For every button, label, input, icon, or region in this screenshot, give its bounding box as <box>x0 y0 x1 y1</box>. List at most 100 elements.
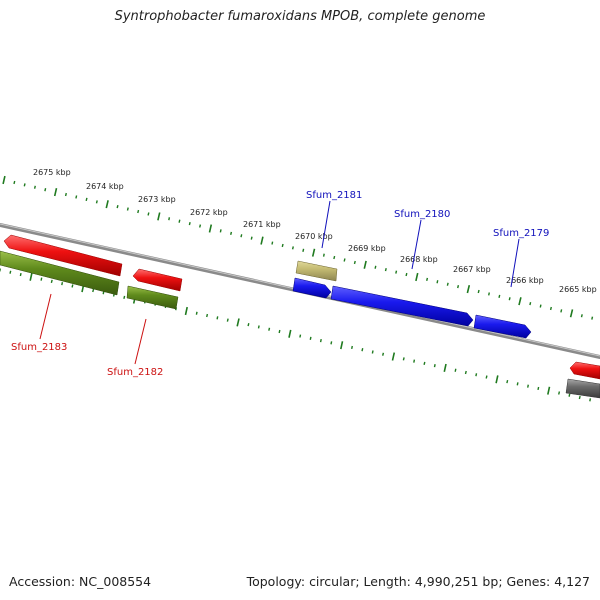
minor-tick <box>371 350 374 354</box>
minor-tick <box>560 309 563 313</box>
cds-sfum-2181[interactable] <box>295 260 338 282</box>
minor-tick <box>333 255 336 260</box>
minor-tick <box>384 268 387 272</box>
minor-tick <box>116 205 119 209</box>
minor-tick <box>488 292 490 296</box>
minor-tick <box>506 379 509 384</box>
gene-sfum-2183[interactable] <box>3 234 123 277</box>
minor-tick <box>423 361 426 365</box>
minor-tick <box>319 338 322 343</box>
minor-tick <box>291 246 294 250</box>
minor-tick <box>454 368 457 372</box>
minor-tick <box>178 219 181 223</box>
minor-tick <box>71 284 74 288</box>
minor-tick <box>343 258 346 262</box>
kbp-label: 2671 kbp <box>243 220 281 229</box>
minor-tick <box>257 325 260 329</box>
major-tick <box>443 363 447 372</box>
minor-tick <box>226 318 229 322</box>
minor-tick <box>75 195 78 199</box>
minor-tick <box>475 373 478 377</box>
minor-tick <box>464 370 467 375</box>
gene-label-sfum-2181[interactable]: Sfum_2181 <box>306 190 362 201</box>
gene-sfum-2181[interactable] <box>292 277 332 299</box>
gene-right-edge[interactable] <box>569 361 600 380</box>
minor-tick <box>516 382 519 386</box>
gene-label-sfum-2179[interactable]: Sfum_2179 <box>493 228 549 239</box>
gene-label-sfum-2183[interactable]: Sfum_2183 <box>11 342 67 353</box>
major-tick <box>363 260 367 269</box>
minor-tick <box>44 188 47 192</box>
gene-sfum-2180[interactable] <box>330 285 474 327</box>
topology-value: circular <box>309 574 356 589</box>
major-tick <box>569 309 574 318</box>
minor-tick <box>250 236 253 240</box>
accession-value: NC_008554 <box>79 574 152 589</box>
minor-tick <box>508 297 511 301</box>
major-tick <box>340 341 344 350</box>
minor-tick <box>529 302 532 306</box>
gene-label-sfum-2182[interactable]: Sfum_2182 <box>107 367 163 378</box>
gene-sfum-2179[interactable] <box>473 314 532 339</box>
minor-tick <box>580 314 583 318</box>
minor-tick <box>558 391 561 395</box>
minor-tick <box>9 270 12 274</box>
minor-tick <box>498 294 501 298</box>
major-tick <box>105 200 109 209</box>
length-value: 4,990,251 bp <box>414 574 499 589</box>
gene-label-sfum-2180[interactable]: Sfum_2180 <box>394 209 450 220</box>
major-tick <box>236 318 240 327</box>
major-tick <box>2 175 6 185</box>
forward-strand-genes <box>0 234 600 399</box>
minor-tick <box>436 280 439 284</box>
minor-tick <box>13 180 16 185</box>
minor-tick <box>549 306 552 311</box>
kbp-label: 2673 kbp <box>138 195 176 204</box>
minor-tick <box>123 295 126 299</box>
major-tick <box>53 188 58 197</box>
accession-info: Accession: NC_008554 <box>9 574 151 589</box>
minor-tick <box>457 285 460 289</box>
major-tick <box>518 297 522 306</box>
minor-tick <box>85 197 88 202</box>
minor-tick <box>426 277 429 281</box>
minor-tick <box>433 364 436 368</box>
kbp-label: 2665 kbp <box>559 285 597 294</box>
minor-tick <box>230 231 233 235</box>
minor-tick <box>206 313 209 318</box>
minor-tick <box>199 224 202 228</box>
cds-right-edge[interactable] <box>565 378 600 399</box>
genome-stats: Topology: circular; Length: 4,990,251 bp… <box>246 574 590 589</box>
minor-tick <box>589 398 592 402</box>
minor-tick <box>374 265 377 269</box>
cds-sfum-2182[interactable] <box>126 285 179 310</box>
minor-tick <box>219 229 222 233</box>
major-tick <box>495 375 499 384</box>
minor-tick <box>64 192 67 197</box>
map-title: Syntrophobacter fumaroxidans MPOB, compl… <box>114 9 486 24</box>
gene-sfum-2182[interactable] <box>132 268 183 292</box>
kbp-label: 2669 kbp <box>348 244 386 253</box>
genes-value: 4,127 <box>554 574 590 589</box>
minor-tick <box>281 243 284 248</box>
minor-tick <box>23 183 26 187</box>
minor-tick <box>168 217 171 221</box>
minor-tick <box>309 336 312 340</box>
kbp-label: 2668 kbp <box>400 255 438 264</box>
major-tick <box>208 224 213 233</box>
minor-tick <box>40 277 43 281</box>
minor-tick <box>61 282 64 286</box>
cds-sfum-2183[interactable] <box>0 250 120 296</box>
minor-tick <box>19 272 22 277</box>
minor-tick <box>268 327 271 331</box>
minor-tick <box>537 386 540 391</box>
minor-tick <box>278 329 281 334</box>
minor-tick <box>188 222 191 226</box>
minor-tick <box>330 341 333 345</box>
minor-tick <box>402 357 405 361</box>
minor-tick <box>405 272 408 277</box>
major-tick <box>466 285 471 294</box>
minor-tick <box>216 316 219 320</box>
minor-tick <box>33 185 36 189</box>
